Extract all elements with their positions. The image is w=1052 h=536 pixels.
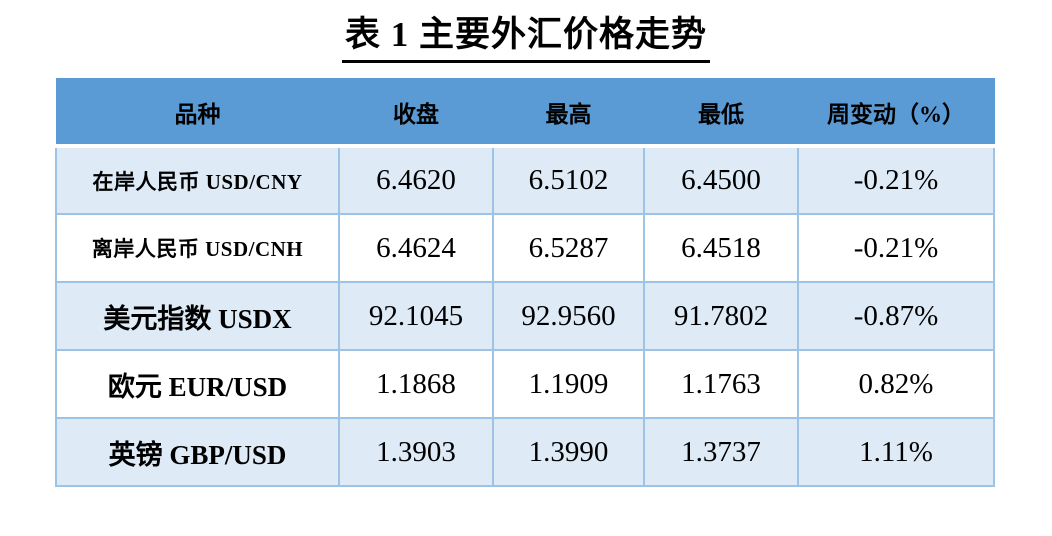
close-cell: 6.4620 bbox=[338, 145, 494, 216]
page-title: 表 1 主要外汇价格走势 bbox=[341, 13, 710, 63]
close-cell: 92.1045 bbox=[338, 281, 494, 352]
high-cell: 6.5102 bbox=[492, 145, 645, 216]
table-row: 美元指数 USDX 92.1045 92.9560 91.7802 -0.87% bbox=[55, 281, 995, 352]
pair-name-cell: 英镑 GBP/USD bbox=[55, 417, 340, 488]
col-header-pair: 品种 bbox=[55, 77, 340, 149]
col-header-low: 最低 bbox=[643, 77, 799, 149]
fx-price-table: 品种 收盘 最高 最低 周变动（%） 在岸人民币 USD/CNY 6.4620 … bbox=[55, 77, 995, 488]
report-page: 表 1 主要外汇价格走势 品种 收盘 最高 最低 周变动（%） 在岸人民币 US… bbox=[0, 0, 1052, 488]
pair-name-cell: 在岸人民币 USD/CNY bbox=[55, 145, 340, 216]
col-header-high: 最高 bbox=[492, 77, 645, 149]
pair-name-cell: 欧元 EUR/USD bbox=[55, 349, 340, 420]
weekly-change-cell: -0.87% bbox=[797, 281, 995, 352]
weekly-change-cell: -0.21% bbox=[797, 213, 995, 284]
table-row: 离岸人民币 USD/CNH 6.4624 6.5287 6.4518 -0.21… bbox=[55, 213, 995, 284]
table-row: 欧元 EUR/USD 1.1868 1.1909 1.1763 0.82% bbox=[55, 349, 995, 420]
high-cell: 92.9560 bbox=[492, 281, 645, 352]
col-header-close: 收盘 bbox=[338, 77, 494, 149]
pair-name-cell: 美元指数 USDX bbox=[55, 281, 340, 352]
close-cell: 6.4624 bbox=[338, 213, 494, 284]
high-cell: 1.3990 bbox=[492, 417, 645, 488]
low-cell: 91.7802 bbox=[643, 281, 799, 352]
low-cell: 1.3737 bbox=[643, 417, 799, 488]
close-cell: 1.3903 bbox=[338, 417, 494, 488]
weekly-change-cell: 1.11% bbox=[797, 417, 995, 488]
low-cell: 6.4518 bbox=[643, 213, 799, 284]
high-cell: 1.1909 bbox=[492, 349, 645, 420]
pair-name-cell: 离岸人民币 USD/CNH bbox=[55, 213, 340, 284]
title-row: 表 1 主要外汇价格走势 bbox=[0, 0, 1052, 63]
high-cell: 6.5287 bbox=[492, 213, 645, 284]
header-row: 品种 收盘 最高 最低 周变动（%） bbox=[55, 77, 995, 149]
close-cell: 1.1868 bbox=[338, 349, 494, 420]
low-cell: 6.4500 bbox=[643, 145, 799, 216]
table-row: 在岸人民币 USD/CNY 6.4620 6.5102 6.4500 -0.21… bbox=[55, 145, 995, 216]
col-header-weekly-change: 周变动（%） bbox=[797, 77, 995, 149]
weekly-change-cell: -0.21% bbox=[797, 145, 995, 216]
table-row: 英镑 GBP/USD 1.3903 1.3990 1.3737 1.11% bbox=[55, 417, 995, 488]
weekly-change-cell: 0.82% bbox=[797, 349, 995, 420]
low-cell: 1.1763 bbox=[643, 349, 799, 420]
